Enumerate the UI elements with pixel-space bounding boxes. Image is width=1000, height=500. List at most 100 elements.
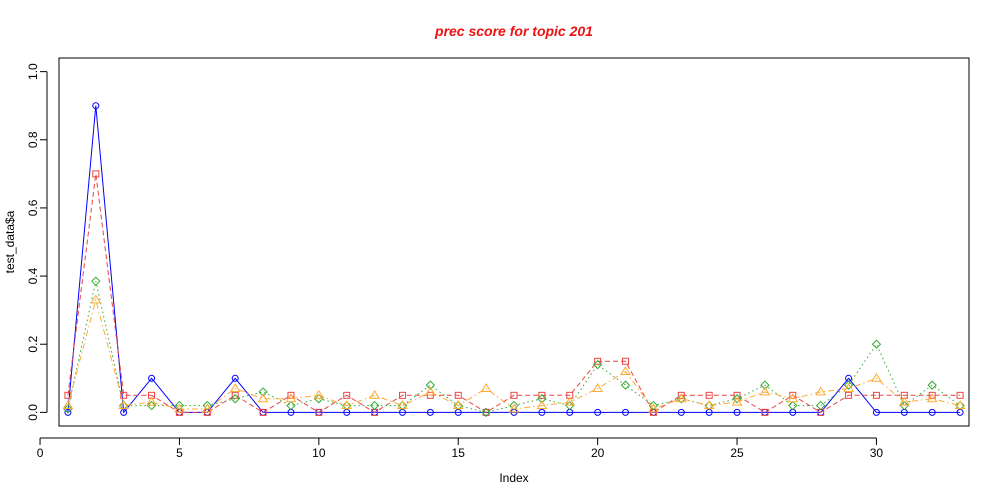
- data-point: [536, 400, 548, 410]
- data-point: [760, 380, 770, 390]
- data-point: [341, 400, 353, 410]
- data-point: [424, 386, 436, 396]
- y-axis: 0.0 0.2 0.4 0.6 0.8 1.0: [26, 63, 48, 421]
- x-tick-label: 30: [870, 446, 884, 460]
- data-point: [622, 408, 630, 416]
- data-point: [705, 391, 713, 399]
- data-point: [928, 408, 936, 416]
- data-point: [815, 400, 826, 411]
- data-point: [118, 400, 129, 411]
- data-point: [259, 408, 267, 416]
- data-point: [927, 380, 937, 390]
- series-line: [67, 173, 961, 414]
- data-point: [174, 403, 185, 413]
- data-point: [146, 396, 157, 406]
- data-point: [815, 386, 827, 396]
- data-point: [369, 389, 380, 399]
- y-tick-label: 1.0: [26, 63, 40, 80]
- data-point: [231, 374, 239, 382]
- data-point: [62, 400, 74, 410]
- data-point: [622, 357, 630, 365]
- data-point: [620, 380, 631, 390]
- series-4: [62, 294, 966, 413]
- data-point: [398, 391, 406, 399]
- data-point: [761, 408, 769, 416]
- data-point: [426, 408, 434, 416]
- data-point: [509, 400, 519, 411]
- data-point: [481, 407, 491, 418]
- data-point: [287, 391, 295, 399]
- data-point: [285, 393, 297, 403]
- x-tick-label: 0: [37, 446, 44, 460]
- data-point: [675, 393, 687, 403]
- data-point: [677, 408, 685, 416]
- data-point: [594, 408, 602, 416]
- data-point: [257, 393, 269, 403]
- data-point: [91, 276, 101, 286]
- x-axis-title: Index: [499, 471, 528, 485]
- y-tick-label: 0.4: [26, 267, 40, 284]
- data-point: [788, 400, 798, 411]
- series-3: [63, 276, 965, 418]
- data-point: [592, 383, 604, 393]
- data-point: [201, 403, 213, 413]
- data-point: [676, 394, 686, 404]
- data-point: [231, 391, 239, 399]
- data-point: [538, 408, 546, 416]
- data-point: [787, 393, 799, 403]
- data-point: [732, 394, 742, 404]
- data-point: [397, 400, 408, 410]
- data-point: [704, 400, 714, 411]
- data-point: [146, 400, 157, 411]
- data-point: [594, 357, 602, 365]
- x-axis: 0 5 10 15 20 25 30: [37, 437, 884, 460]
- data-point: [620, 366, 631, 375]
- chart-title: prec score for topic 201: [434, 23, 593, 39]
- data-point: [90, 294, 102, 304]
- data-point: [343, 391, 351, 399]
- data-point: [202, 400, 213, 411]
- series-2: [64, 170, 964, 416]
- y-axis-title: test_data$a: [3, 210, 17, 273]
- data-point: [954, 400, 966, 410]
- data-point: [118, 400, 130, 410]
- data-point: [677, 391, 685, 399]
- data-point: [843, 380, 854, 390]
- data-point: [845, 391, 853, 399]
- data-point: [703, 400, 715, 410]
- data-point: [565, 400, 575, 411]
- data-point: [510, 391, 518, 399]
- data-point: [872, 408, 880, 416]
- data-point: [871, 372, 882, 382]
- data-point: [955, 400, 965, 411]
- data-point: [872, 391, 880, 399]
- data-point: [286, 400, 296, 411]
- data-point: [92, 170, 100, 178]
- data-point: [64, 408, 72, 416]
- y-tick-label: 0.2: [26, 336, 40, 353]
- data-point: [648, 400, 659, 411]
- y-tick-label: 0.8: [26, 131, 40, 148]
- data-point: [258, 387, 268, 397]
- data-point: [174, 400, 185, 411]
- data-point: [425, 380, 436, 390]
- data-point: [454, 391, 462, 399]
- data-point: [63, 404, 73, 414]
- data-point: [315, 408, 323, 416]
- data-point: [314, 394, 324, 404]
- data-point: [564, 396, 576, 406]
- data-point: [229, 383, 241, 393]
- data-point: [956, 391, 964, 399]
- data-point: [928, 391, 936, 399]
- x-tick-label: 20: [591, 446, 605, 460]
- data-point: [843, 383, 854, 393]
- data-point: [92, 102, 100, 110]
- data-point: [508, 403, 520, 413]
- data-point: [898, 396, 910, 406]
- x-tick-label: 25: [730, 446, 744, 460]
- data-point: [648, 403, 659, 413]
- plot-frame: [58, 57, 970, 427]
- data-point: [926, 393, 938, 403]
- data-point: [482, 408, 490, 416]
